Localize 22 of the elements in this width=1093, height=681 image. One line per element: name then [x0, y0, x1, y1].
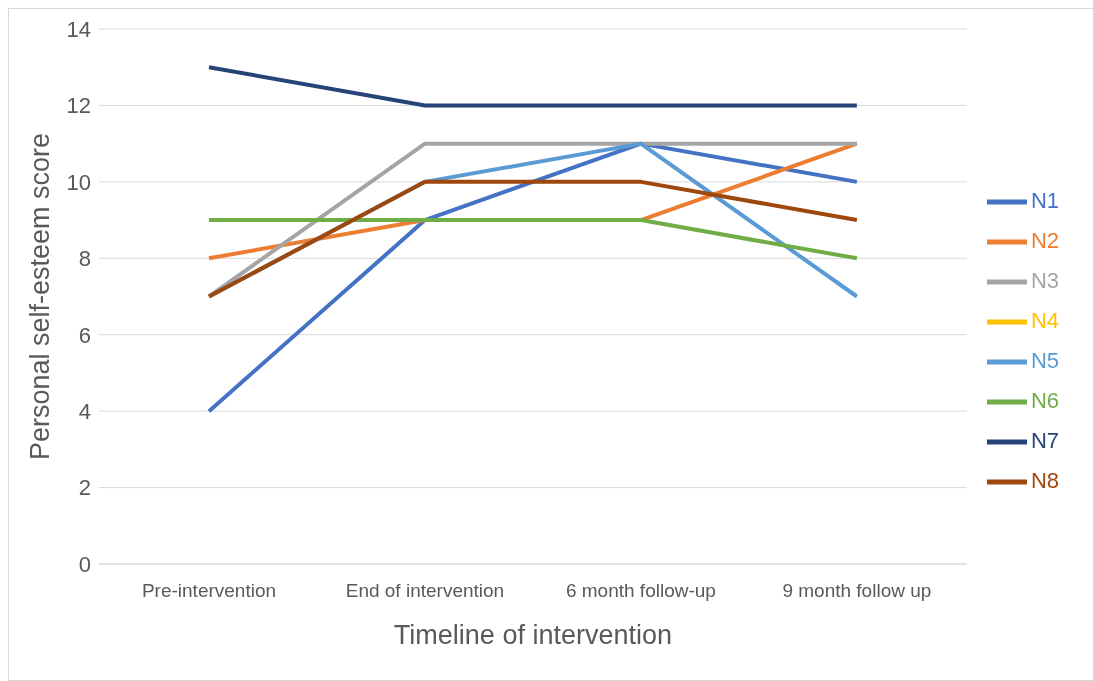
x-tick-label: 9 month follow up: [782, 580, 932, 602]
y-tick-label: 12: [66, 93, 91, 119]
x-tick-label: 6 month follow-up: [565, 580, 716, 602]
legend-label: N3: [1030, 267, 1059, 293]
y-tick-label: 0: [78, 551, 91, 577]
legend-label: N2: [1030, 227, 1059, 253]
y-tick-label: 10: [66, 169, 91, 195]
y-tick-label: 14: [66, 16, 91, 42]
legend-label: N8: [1030, 467, 1059, 493]
y-tick-label: 6: [78, 322, 91, 348]
legend-label: N5: [1030, 347, 1059, 373]
legend-label: N1: [1030, 187, 1059, 213]
x-axis-title: Timeline of intervention: [393, 620, 673, 650]
legend-label: N4: [1030, 307, 1059, 333]
legend-label: N7: [1030, 427, 1059, 453]
y-tick-label: 4: [78, 398, 91, 424]
legend-label: N6: [1030, 387, 1059, 413]
x-tick-label: Pre-intervention: [141, 580, 277, 602]
y-axis-title: Personal self-esteem score: [24, 132, 55, 461]
y-tick-label: 2: [78, 475, 91, 501]
x-tick-label: End of intervention: [345, 580, 505, 602]
y-tick-label: 8: [78, 246, 91, 272]
